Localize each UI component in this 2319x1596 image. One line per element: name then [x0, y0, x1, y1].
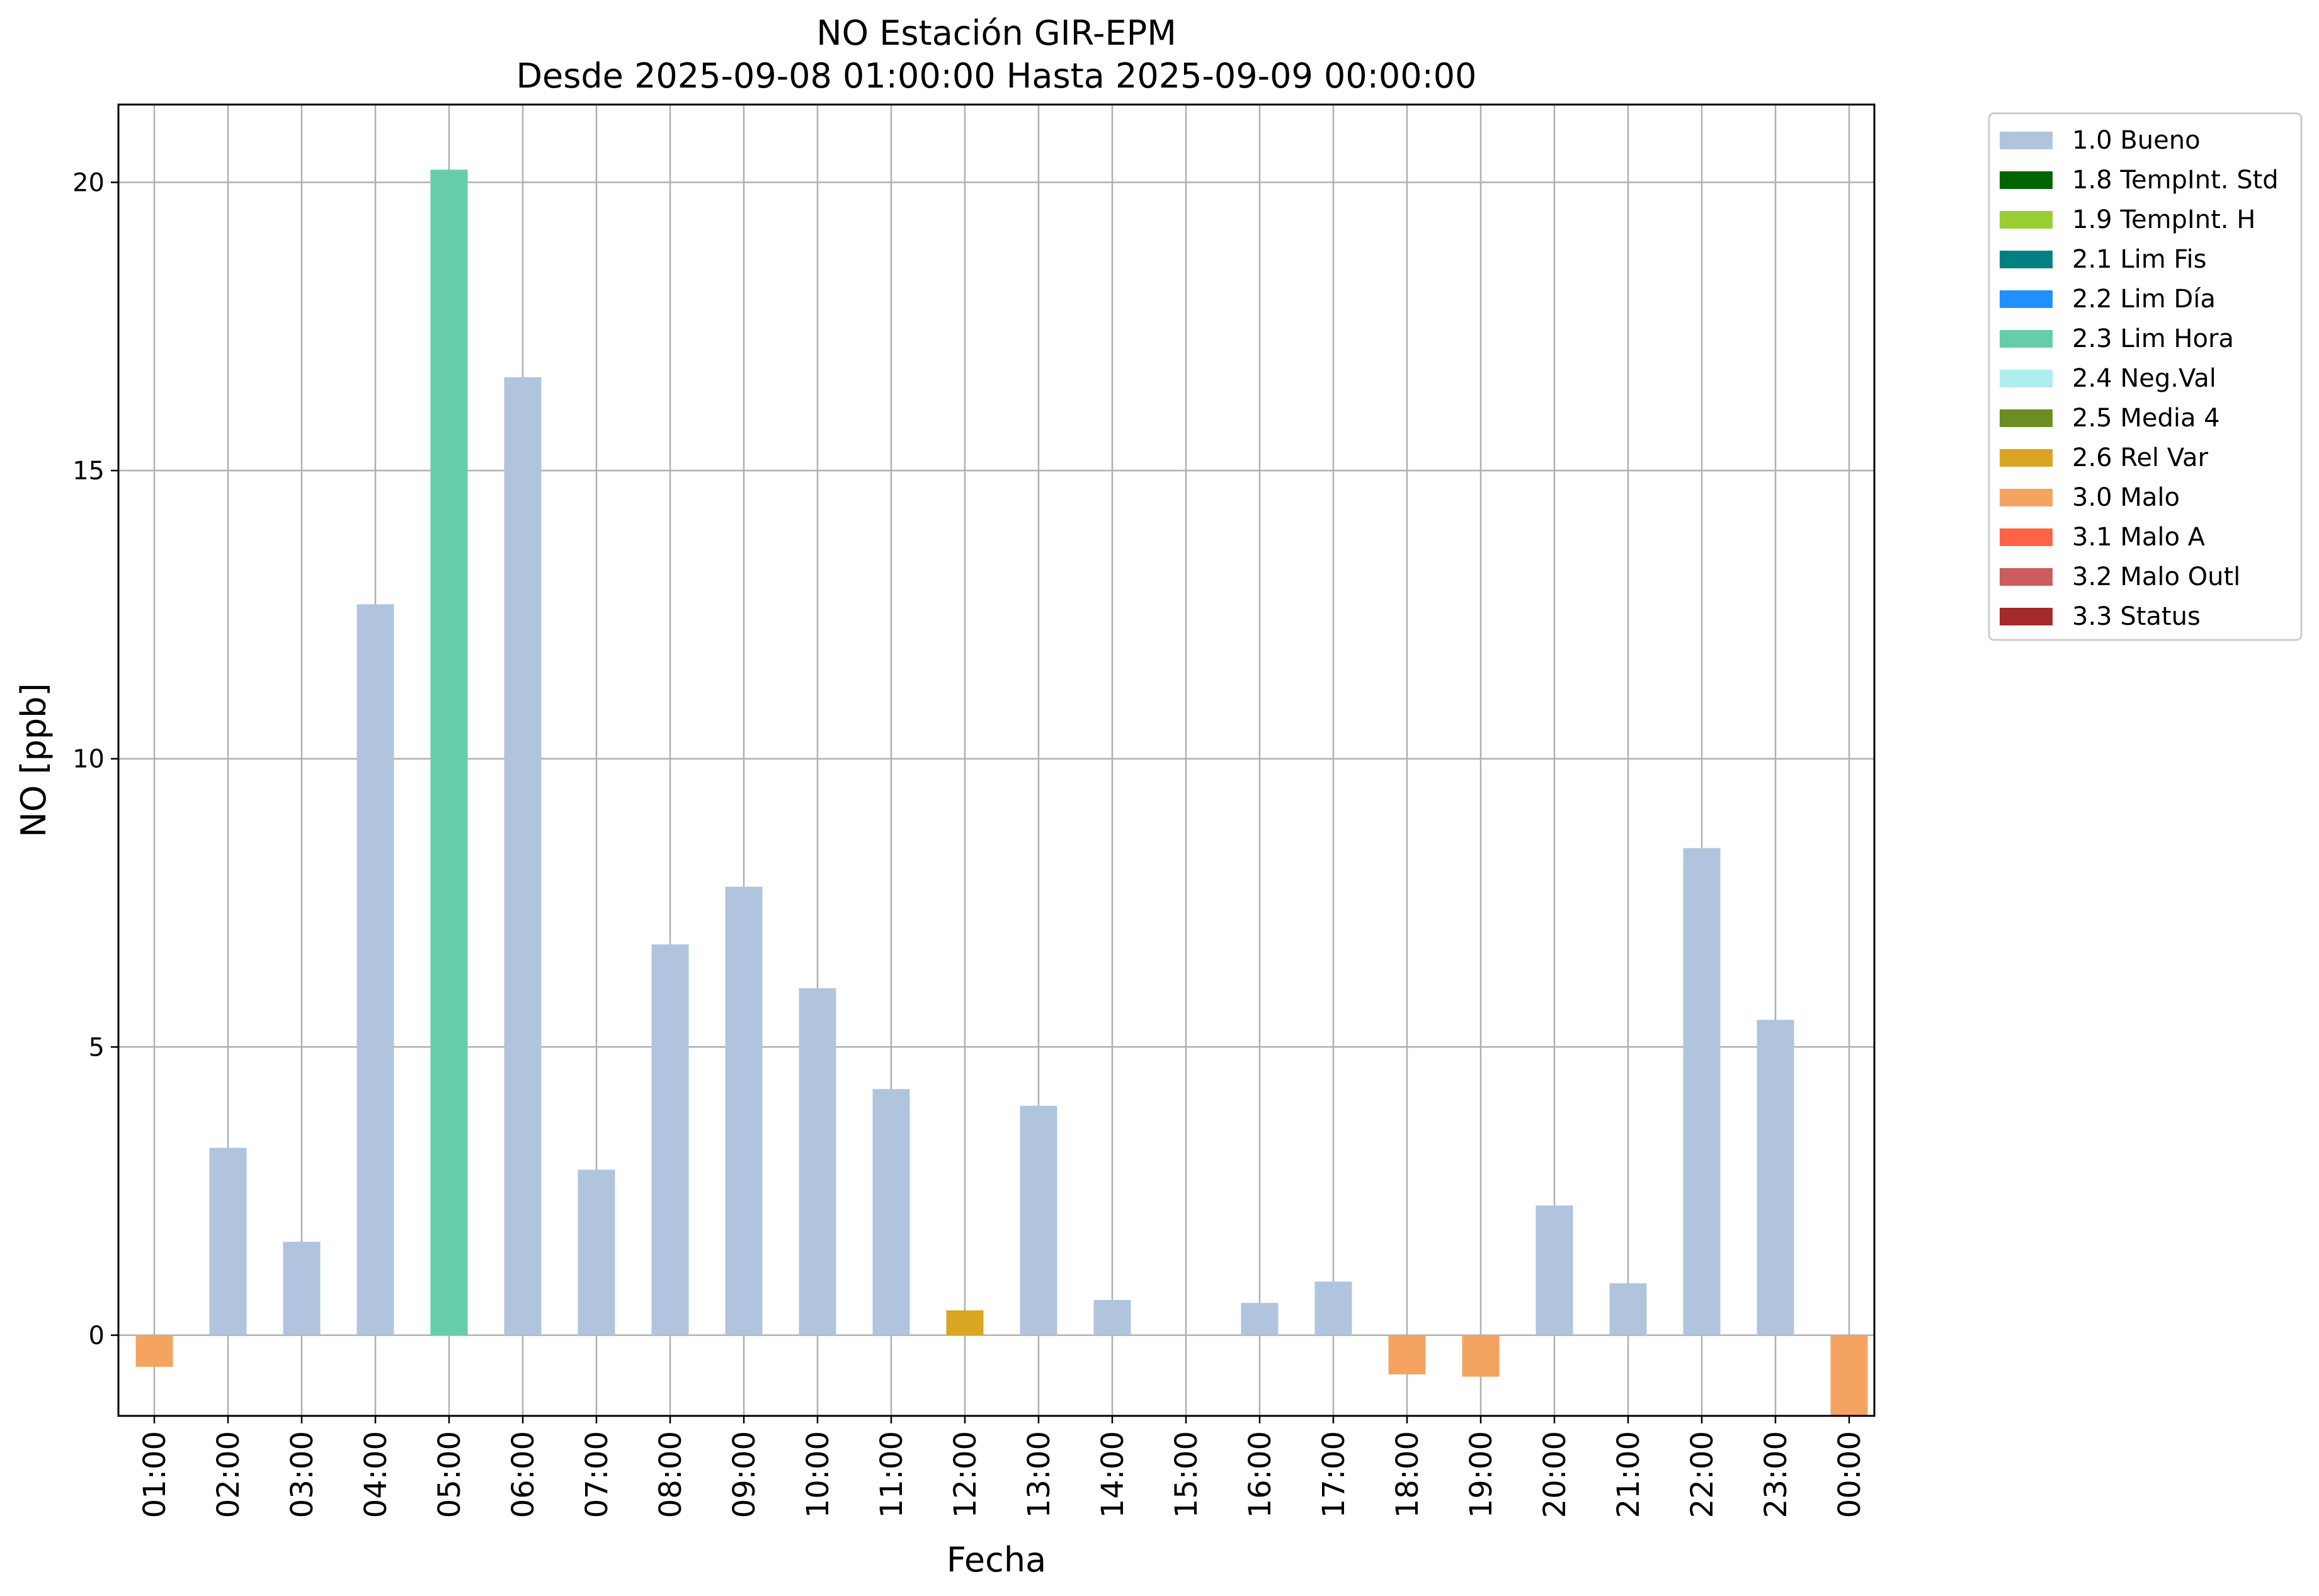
bar — [1536, 1205, 1573, 1335]
x-tick-label: 01:00 — [137, 1431, 173, 1518]
legend-label: 2.3 Lim Hora — [2072, 324, 2234, 353]
bar — [504, 377, 542, 1335]
legend-label: 2.2 Lim Día — [2072, 285, 2216, 314]
legend-label: 1.0 Bueno — [2072, 126, 2201, 155]
x-tick-label: 23:00 — [1758, 1431, 1794, 1518]
legend-swatch — [2000, 290, 2053, 308]
bars — [135, 169, 1868, 1416]
legend-items: 1.0 Bueno 1.8 TempInt. Std 1.9 TempInt. H 2… — [2000, 126, 2279, 631]
x-tick-label: 03:00 — [285, 1431, 320, 1518]
bar — [1093, 1300, 1131, 1335]
legend-label: 3.3 Status — [2072, 602, 2201, 631]
bar — [1241, 1302, 1279, 1335]
y-tick-label: 20 — [72, 169, 105, 198]
x-tick-label: 15:00 — [1169, 1431, 1204, 1518]
bar — [946, 1310, 984, 1335]
legend-label: 2.5 Media 4 — [2072, 404, 2220, 433]
legend-swatch — [2000, 409, 2053, 427]
x-tick-label: 04:00 — [358, 1431, 394, 1518]
y-axis-label: NO [ppb] — [14, 683, 54, 837]
x-tick-label: 21:00 — [1611, 1431, 1646, 1518]
y-tick-label: 10 — [72, 745, 105, 774]
bar — [356, 604, 394, 1335]
x-tick-label: 22:00 — [1685, 1431, 1720, 1518]
legend-label: 3.0 Malo — [2072, 483, 2180, 512]
legend-label: 3.2 Malo Outl — [2072, 562, 2240, 591]
bar — [651, 944, 689, 1335]
plot-frame — [117, 103, 1876, 1417]
x-tick-label: 05:00 — [432, 1431, 467, 1518]
x-tick-label: 18:00 — [1390, 1431, 1425, 1518]
bar — [430, 169, 468, 1335]
bar — [1020, 1105, 1057, 1335]
x-tick-label: 08:00 — [653, 1431, 688, 1518]
x-tick-label: 20:00 — [1537, 1431, 1573, 1518]
x-tick-label: 16:00 — [1243, 1431, 1278, 1518]
bar — [799, 988, 836, 1335]
legend-swatch — [2000, 489, 2053, 506]
x-tick-label: 06:00 — [506, 1431, 541, 1518]
bar — [1757, 1020, 1794, 1335]
legend-label: 1.9 TempInt. H — [2072, 205, 2255, 234]
legend-swatch — [2000, 528, 2053, 546]
bar — [135, 1335, 173, 1367]
legend-label: 2.6 Rel Var — [2072, 443, 2209, 472]
x-tick-label: 12:00 — [948, 1431, 983, 1518]
legend-swatch — [2000, 449, 2053, 467]
bar — [1830, 1335, 1868, 1416]
bar — [1314, 1281, 1352, 1335]
bar — [725, 886, 763, 1335]
bar — [1462, 1335, 1500, 1377]
bar — [1388, 1335, 1426, 1375]
y-tick-label: 5 — [89, 1033, 105, 1062]
x-tick-label: 14:00 — [1095, 1431, 1131, 1518]
x-tick-label: 07:00 — [579, 1431, 615, 1518]
legend-frame — [1988, 112, 2303, 641]
legend-label: 1.8 TempInt. Std — [2072, 166, 2279, 195]
legend-swatch — [2000, 608, 2053, 625]
x-axis-label: Fecha — [947, 1540, 1046, 1580]
x-tick-label: 19:00 — [1464, 1431, 1499, 1518]
chart-title: NO Estación GIR-EPM — [816, 13, 1177, 53]
legend-swatch — [2000, 132, 2053, 149]
bar — [578, 1170, 615, 1335]
x-tick-label: 00:00 — [1832, 1431, 1867, 1518]
legend-swatch — [2000, 370, 2053, 387]
x-tick-label: 09:00 — [727, 1431, 762, 1518]
legend-swatch — [2000, 171, 2053, 189]
x-tick-label: 17:00 — [1316, 1431, 1352, 1518]
y-tick-label: 15 — [72, 457, 105, 486]
legend: 1.0 Bueno 1.8 TempInt. Std 1.9 TempInt. H 2… — [1988, 112, 2303, 641]
legend-swatch — [2000, 568, 2053, 586]
legend-swatch — [2000, 330, 2053, 348]
legend-label: 3.1 Malo A — [2072, 523, 2206, 552]
legend-swatch — [2000, 211, 2053, 229]
legend-label: 2.4 Neg.Val — [2072, 364, 2216, 393]
bar — [283, 1241, 321, 1335]
y-tick-label: 0 — [89, 1321, 105, 1350]
x-tick-label: 02:00 — [211, 1431, 246, 1518]
bar — [1609, 1283, 1647, 1335]
chart-subtitle: Desde 2025-09-08 01:00:00 Hasta 2025-09-… — [516, 56, 1476, 96]
bar — [1683, 848, 1721, 1335]
legend-swatch — [2000, 251, 2053, 268]
legend-label: 2.1 Lim Fis — [2072, 245, 2206, 274]
x-tick-label: 10:00 — [801, 1431, 836, 1518]
x-tick-label: 13:00 — [1022, 1431, 1057, 1518]
axis-ticks: 0 5 10 15 20 01:00 02:00 03:00 04:00 05:00 06:00 07… — [72, 169, 1867, 1519]
bar — [872, 1089, 910, 1335]
bar — [209, 1148, 247, 1335]
x-tick-label: 11:00 — [874, 1431, 909, 1518]
